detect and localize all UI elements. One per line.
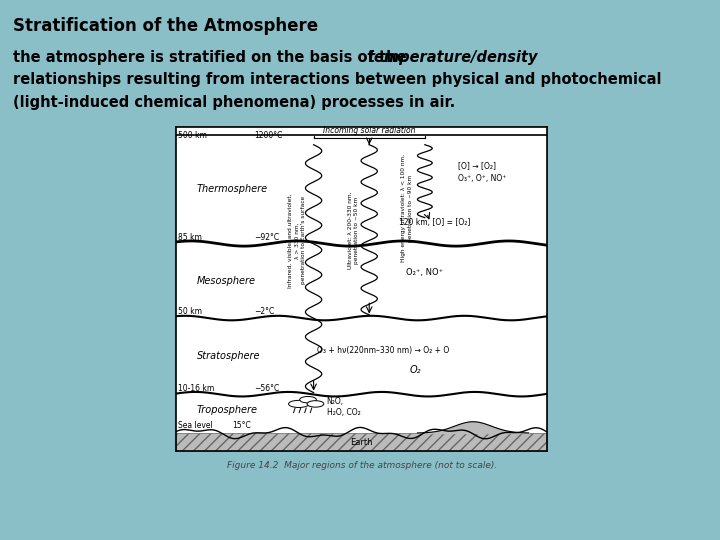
Text: −92°C: −92°C [254, 233, 279, 242]
Text: relationships resulting from interactions between physical and photochemical: relationships resulting from interaction… [13, 72, 662, 87]
Text: O₃ + hν(220nm–330 nm) → O₂ + O: O₃ + hν(220nm–330 nm) → O₂ + O [318, 346, 449, 355]
Text: 50 km: 50 km [179, 307, 202, 316]
Text: [O] → [O₂]: [O] → [O₂] [458, 161, 496, 170]
Text: Sea level: Sea level [179, 421, 213, 430]
Text: Thermosphere: Thermosphere [197, 184, 268, 194]
Bar [176, 127, 547, 451]
Text: the atmosphere is stratified on the basis of the: the atmosphere is stratified on the basi… [13, 50, 412, 65]
Text: 500 km: 500 km [179, 131, 207, 140]
Text: Ultraviolet: λ 200-330 nm,
penetration to ~50 km: Ultraviolet: λ 200-330 nm, penetration t… [348, 192, 359, 269]
Text: O₂⁺, NO⁺: O₂⁺, NO⁺ [406, 268, 444, 277]
Text: −56°C: −56°C [254, 383, 279, 393]
Bar [176, 433, 547, 451]
Ellipse shape [300, 396, 316, 403]
Text: Mesosphere: Mesosphere [197, 276, 256, 286]
Text: Figure 14.2  Major regions of the atmosphere (not to scale).: Figure 14.2 Major regions of the atmosph… [227, 461, 497, 470]
Text: temperature/density: temperature/density [367, 50, 538, 65]
Text: Stratosphere: Stratosphere [197, 351, 261, 361]
Ellipse shape [307, 401, 324, 407]
Text: Infrared, visible, and ultraviolet,
λ > 330 nm,
penetration to Earth's surface: Infrared, visible, and ultraviolet, λ > … [288, 193, 305, 287]
Ellipse shape [289, 400, 309, 408]
Text: O₃⁺, O⁺, NO⁺: O₃⁺, O⁺, NO⁺ [458, 174, 507, 183]
Text: O₂: O₂ [410, 365, 421, 375]
Text: Incoming solar radiation: Incoming solar radiation [323, 126, 415, 136]
Text: 1200°C: 1200°C [254, 131, 283, 140]
Text: High energy ultraviolet: λ < 100 nm,
penetration to ~90 km: High energy ultraviolet: λ < 100 nm, pen… [402, 154, 413, 262]
Text: Earth: Earth [351, 438, 373, 447]
Text: N₂O,
H₂O, CO₂: N₂O, H₂O, CO₂ [327, 397, 360, 417]
Text: 10-16 km: 10-16 km [179, 383, 215, 393]
Text: 15°C: 15°C [232, 422, 251, 430]
Text: 85 km: 85 km [179, 233, 202, 242]
Text: Troposphere: Troposphere [197, 406, 258, 415]
Text: −2°C: −2°C [254, 307, 274, 316]
Text: (light-induced chemical phenomena) processes in air.: (light-induced chemical phenomena) proce… [13, 95, 455, 110]
Text: 120 km, [O] = [O₂]: 120 km, [O] = [O₂] [399, 218, 470, 227]
Text: Stratification of the Atmosphere: Stratification of the Atmosphere [13, 17, 318, 35]
